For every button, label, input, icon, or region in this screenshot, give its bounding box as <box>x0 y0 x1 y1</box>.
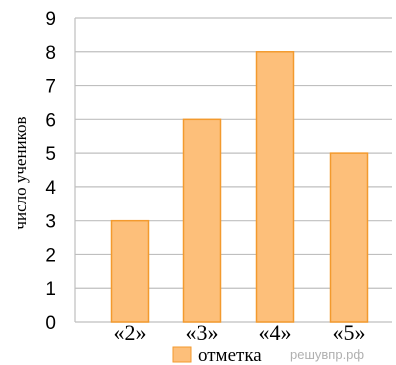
x-tick-label: «2» <box>114 320 147 345</box>
legend-swatch <box>172 346 192 363</box>
bar <box>182 118 222 323</box>
y-tick-label: 1 <box>45 279 56 300</box>
bars <box>110 51 369 323</box>
bar <box>255 51 295 323</box>
legend-label: отметка <box>198 345 262 365</box>
y-tick-labels: 0 1 2 3 4 5 6 7 8 9 <box>45 9 56 334</box>
y-tick-label: 2 <box>45 245 56 266</box>
watermark: решувпр.рф <box>290 347 364 362</box>
y-axis-label: число учеников <box>11 116 30 229</box>
x-tick-label: «3» <box>186 320 219 345</box>
y-tick-label: 7 <box>45 77 56 98</box>
y-tick-label: 5 <box>45 144 56 165</box>
y-tick-label: 6 <box>45 110 56 131</box>
y-tick-label: 0 <box>45 313 56 334</box>
bar <box>329 152 369 323</box>
y-tick-label: 8 <box>45 43 56 64</box>
y-tick-label: 4 <box>45 178 56 199</box>
y-tick-label: 9 <box>45 9 56 30</box>
category-labels: «2» «3» «4» «5» <box>114 320 366 345</box>
legend: отметка <box>172 345 262 365</box>
y-tick-label: 3 <box>45 212 56 233</box>
bar <box>110 219 150 323</box>
x-tick-label: «4» <box>259 320 292 345</box>
x-tick-label: «5» <box>333 320 366 345</box>
